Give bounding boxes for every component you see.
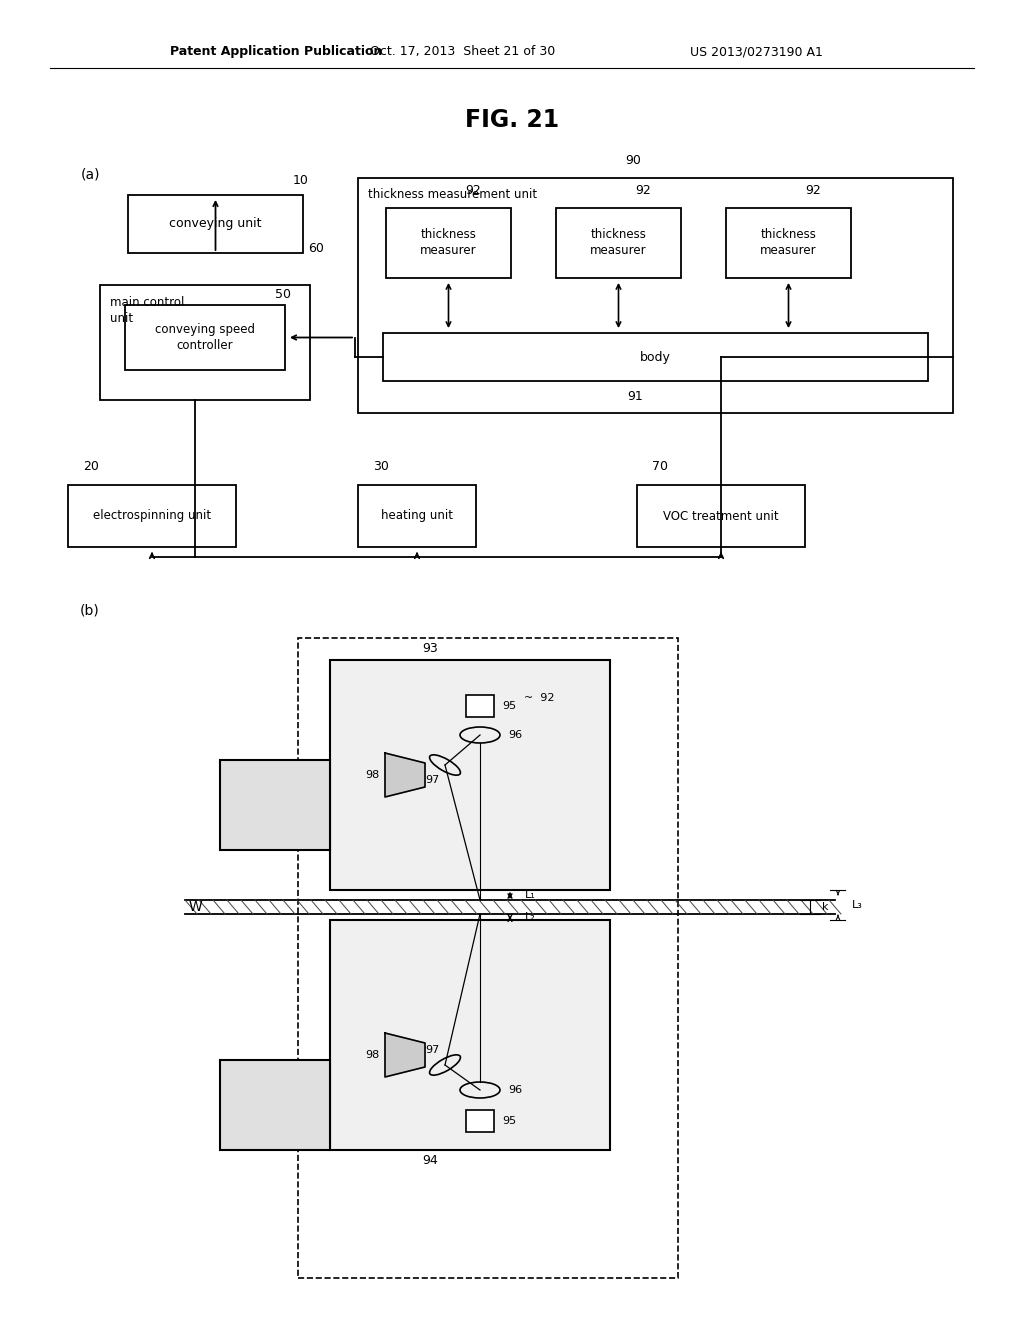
Text: 92: 92: [466, 183, 481, 197]
Bar: [330, 660, 610, 890]
Text: thickness measurement unit: thickness measurement unit: [368, 187, 538, 201]
Text: main control: main control: [110, 297, 184, 309]
Text: conveying speed: conveying speed: [155, 323, 255, 337]
Text: k: k: [822, 902, 828, 912]
Bar: [330, 920, 610, 1150]
Text: US 2013/0273190 A1: US 2013/0273190 A1: [690, 45, 823, 58]
Text: heating unit: heating unit: [381, 510, 453, 523]
Text: L₁: L₁: [525, 890, 536, 900]
Text: 92: 92: [636, 183, 651, 197]
Bar: [100, 285, 310, 400]
Text: 70: 70: [652, 461, 668, 474]
Text: 30: 30: [373, 461, 389, 474]
Bar: [637, 484, 805, 546]
Text: 92: 92: [806, 183, 821, 197]
Text: W: W: [188, 900, 202, 913]
Text: 95: 95: [502, 1115, 516, 1126]
Text: Patent Application Publication: Patent Application Publication: [170, 45, 382, 58]
Bar: [466, 1110, 494, 1133]
Bar: [556, 209, 681, 279]
Text: FIG. 21: FIG. 21: [465, 108, 559, 132]
Polygon shape: [385, 1034, 425, 1077]
Text: (a): (a): [80, 168, 99, 182]
Text: 95: 95: [502, 701, 516, 711]
Bar: [125, 305, 285, 370]
Text: measurer: measurer: [420, 244, 477, 257]
Bar: [358, 484, 476, 546]
Text: 90: 90: [626, 153, 641, 166]
Text: body: body: [640, 351, 671, 363]
Text: measurer: measurer: [590, 244, 647, 257]
Text: 97: 97: [425, 775, 439, 785]
Bar: [383, 333, 928, 381]
Bar: [358, 178, 953, 413]
Bar: [220, 1060, 330, 1150]
Bar: [466, 696, 494, 717]
Text: thickness: thickness: [421, 228, 476, 242]
Text: 97: 97: [425, 1045, 439, 1055]
Text: 91: 91: [628, 389, 643, 403]
Text: 96: 96: [508, 1085, 522, 1096]
Text: conveying unit: conveying unit: [169, 218, 262, 231]
Text: 20: 20: [83, 461, 99, 474]
Bar: [386, 209, 511, 279]
Bar: [68, 484, 236, 546]
Text: controller: controller: [177, 339, 233, 352]
Polygon shape: [385, 752, 425, 797]
Text: 10: 10: [293, 173, 309, 186]
Text: Oct. 17, 2013  Sheet 21 of 30: Oct. 17, 2013 Sheet 21 of 30: [370, 45, 555, 58]
Text: L₃: L₃: [852, 900, 863, 909]
Text: (b): (b): [80, 603, 100, 616]
Text: measurer: measurer: [760, 244, 817, 257]
Text: 96: 96: [508, 730, 522, 741]
Text: 60: 60: [308, 242, 324, 255]
Bar: [128, 195, 303, 253]
Text: thickness: thickness: [761, 228, 816, 242]
Text: L₂: L₂: [525, 912, 536, 921]
Text: 50: 50: [275, 289, 291, 301]
Text: 98: 98: [365, 1049, 379, 1060]
Text: 94: 94: [422, 1154, 438, 1167]
Text: thickness: thickness: [591, 228, 646, 242]
Text: VOC treatment unit: VOC treatment unit: [664, 510, 779, 523]
Text: unit: unit: [110, 313, 133, 326]
Text: 98: 98: [365, 770, 379, 780]
Bar: [220, 760, 330, 850]
Bar: [726, 209, 851, 279]
Text: ~  92: ~ 92: [524, 693, 555, 704]
Bar: [298, 638, 678, 1278]
Text: electrospinning unit: electrospinning unit: [93, 510, 211, 523]
Text: 93: 93: [422, 642, 438, 655]
